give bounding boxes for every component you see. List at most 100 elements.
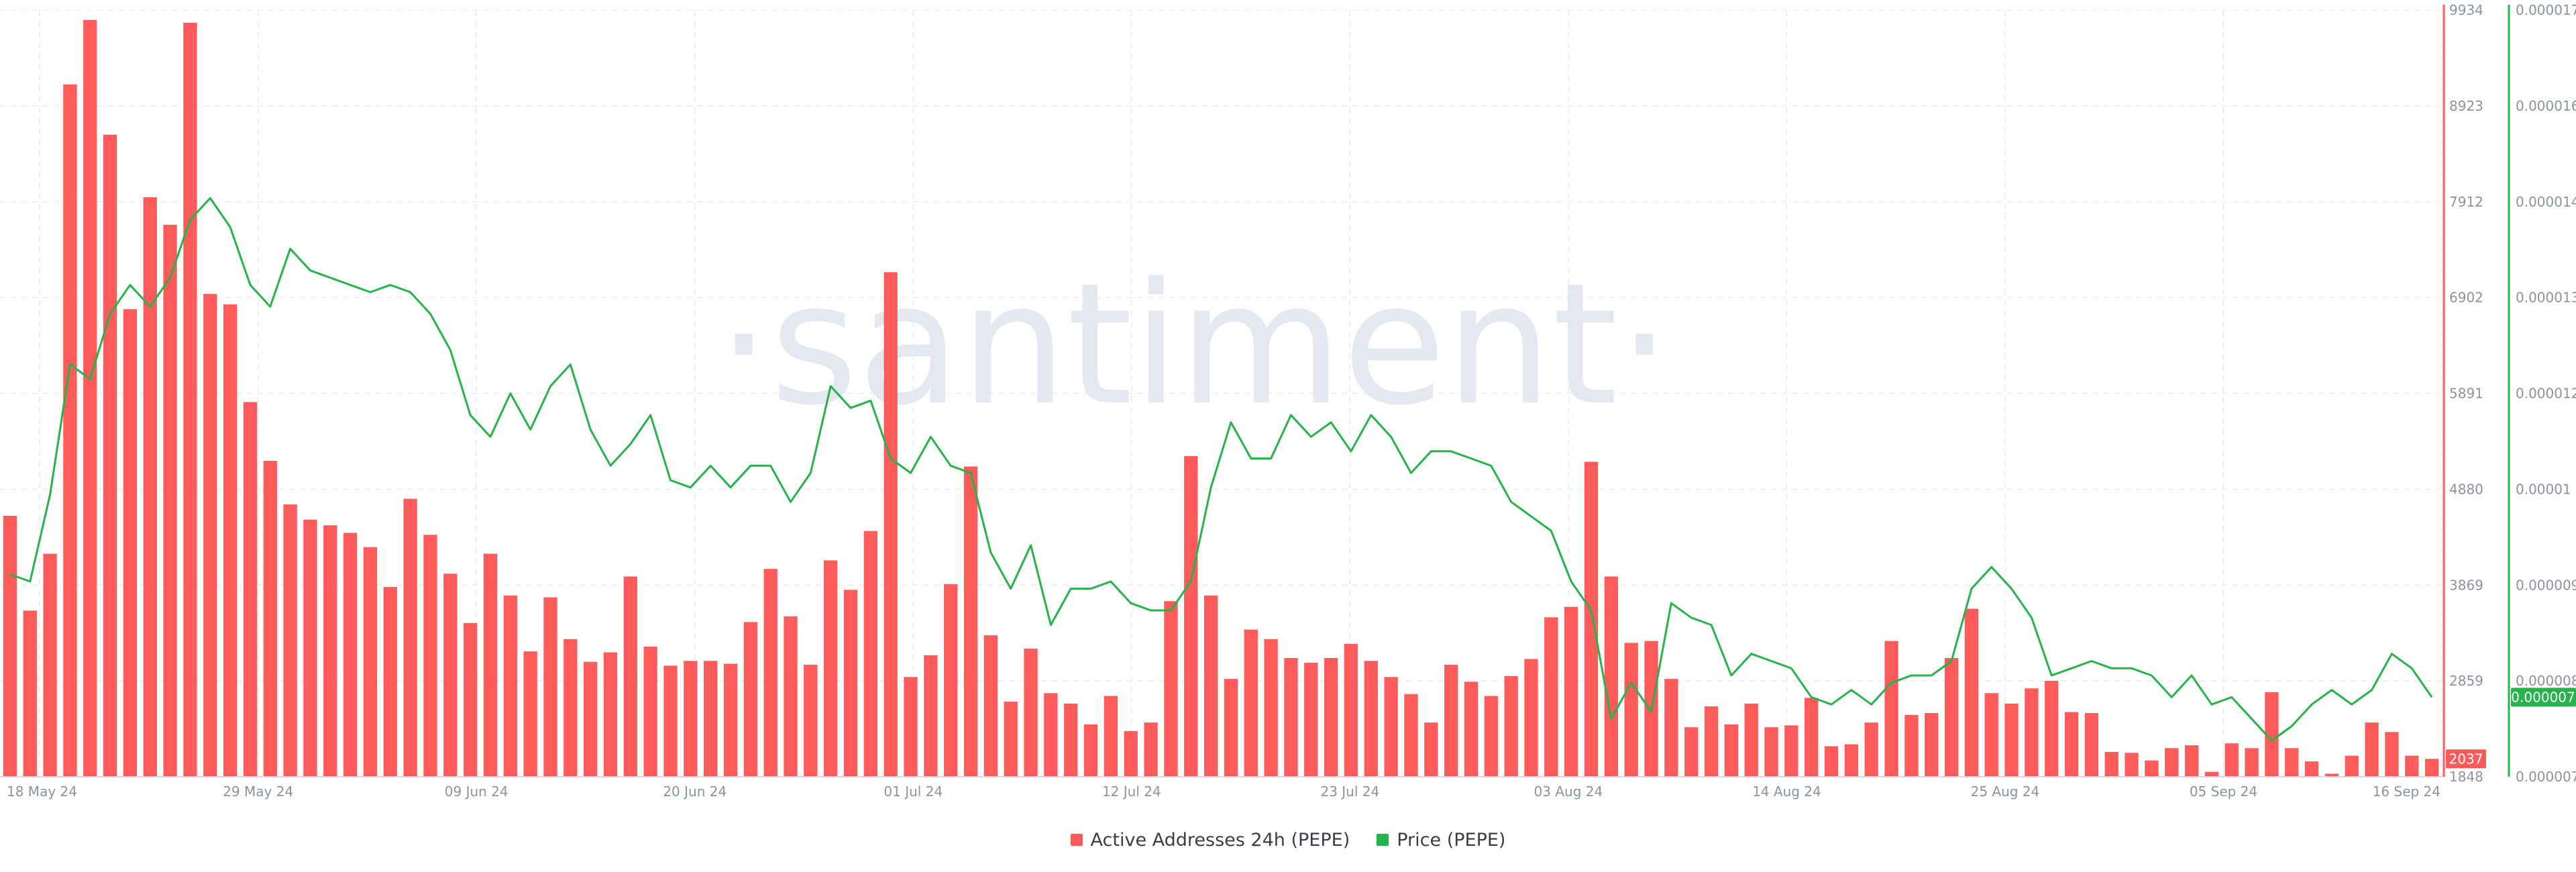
bar: [1203, 595, 1218, 777]
bar: [663, 665, 678, 777]
legend-swatch-active-addresses: [1070, 834, 1083, 846]
x-tick-label: 20 Jun 24: [663, 783, 727, 800]
y-axis-left-ticks: 9934 8923 7912 6902 5891 4880 3869 2859 1848: [2449, 2, 2483, 785]
watermark: ·santiment·: [717, 247, 1671, 442]
bar: [1424, 722, 1438, 777]
bar: [464, 622, 478, 777]
badge-bg-price: [2511, 688, 2576, 707]
bar: [763, 569, 777, 777]
badge-value-active-addresses: 2037: [2449, 751, 2483, 767]
bar: [503, 595, 517, 777]
bar: [203, 294, 217, 777]
legend-item-price[interactable]: Price (PEPE): [1377, 830, 1505, 851]
y-left-tick-label: 1848: [2449, 769, 2483, 785]
legend-label-active-addresses: Active Addresses 24h (PEPE): [1090, 829, 1350, 851]
bar: [2245, 748, 2259, 777]
y-left-tick-label: 4880: [2449, 481, 2483, 497]
bar: [1884, 641, 1898, 777]
bar: [1284, 658, 1298, 777]
y-right-tick-label: 0.000008: [2516, 673, 2576, 689]
bar: [243, 402, 258, 777]
x-axis-ticks: 18 May 24 29 May 24 09 Jun 24 20 Jun 24 01 J…: [7, 783, 2440, 800]
bar: [143, 197, 157, 777]
bar: [323, 525, 337, 777]
y-left-tick-label: 5891: [2449, 386, 2483, 402]
x-tick-label: 23 Jul 24: [1320, 783, 1379, 800]
x-tick-label: 09 Jun 24: [445, 783, 508, 800]
bar: [103, 134, 117, 777]
bar: [1124, 730, 1138, 777]
bar: [2385, 732, 2399, 777]
bar: [1404, 694, 1418, 777]
y-right-tick-label: 0.000009: [2516, 577, 2576, 593]
bar: [1444, 664, 1458, 777]
bar: [2025, 688, 2039, 777]
bar: [904, 677, 918, 777]
bar: [1264, 639, 1278, 777]
y-right-tick-label: 0.000013: [2516, 290, 2576, 306]
bar: [2104, 751, 2118, 777]
x-tick-label: 18 May 24: [7, 783, 77, 800]
bar: [2145, 760, 2159, 777]
x-tick-label: 01 Jul 24: [883, 783, 943, 800]
bars-active-addresses: [3, 19, 2439, 777]
x-tick-label: 12 Jul 24: [1102, 783, 1161, 800]
bar: [183, 22, 197, 777]
bar: [1844, 744, 1858, 777]
y-axis-right-ticks: 0.000017 0.000016 0.000014 0.000013 0.000012…: [2516, 2, 2576, 785]
bar: [2125, 753, 2139, 777]
y-right-tick-label: 0.000017: [2516, 2, 2576, 18]
bar: [3, 515, 17, 777]
x-tick-label: 25 Aug 24: [1971, 783, 2040, 800]
bar: [704, 661, 718, 777]
bar: [83, 19, 97, 777]
bar: [2084, 713, 2099, 777]
y-left-tick-label: 9934: [2449, 2, 2483, 18]
bar: [443, 574, 458, 777]
bar: [1664, 679, 1678, 777]
bar: [1684, 727, 1699, 777]
bar: [843, 590, 858, 777]
bar: [2405, 755, 2419, 777]
bar: [2064, 712, 2079, 777]
bar: [2184, 745, 2199, 777]
badge-value-price: 0.000007: [2511, 689, 2575, 705]
bar: [2365, 722, 2379, 777]
y-left-tick-label: 2859: [2449, 673, 2483, 689]
bar: [944, 584, 958, 777]
legend-item-active-addresses[interactable]: Active Addresses 24h (PEPE): [1070, 829, 1350, 851]
y-right-tick-label: 0.00001: [2516, 481, 2571, 497]
bar: [63, 84, 77, 777]
bar: [804, 664, 818, 777]
bar: [883, 272, 898, 777]
bar: [303, 519, 317, 777]
bar: [623, 576, 637, 777]
bar: [1824, 746, 1839, 777]
bar: [1984, 693, 1998, 777]
bar: [2424, 759, 2439, 777]
bar: [123, 309, 138, 777]
legend-swatch-price: [1377, 834, 1389, 846]
bar: [1104, 696, 1118, 777]
bar: [1484, 696, 1498, 777]
bar: [1904, 714, 1919, 777]
bar: [1584, 461, 1599, 777]
bar: [963, 466, 978, 777]
bar: [1604, 576, 1618, 777]
bar: [1784, 725, 1799, 777]
bar: [1964, 608, 1978, 777]
bar: [343, 533, 358, 777]
bar: [1524, 659, 1538, 777]
bar: [2224, 743, 2239, 777]
bar: [723, 663, 738, 777]
bar: [1244, 629, 1258, 777]
bar: [1504, 675, 1518, 777]
legend: Active Addresses 24h (PEPE) Price (PEPE): [0, 826, 2576, 853]
bar: [43, 553, 57, 777]
bar: [383, 587, 397, 777]
y-left-tick-label: 6902: [2449, 290, 2483, 306]
bar: [824, 560, 838, 777]
bar: [403, 498, 417, 777]
y-left-tick-label: 3869: [2449, 577, 2483, 593]
